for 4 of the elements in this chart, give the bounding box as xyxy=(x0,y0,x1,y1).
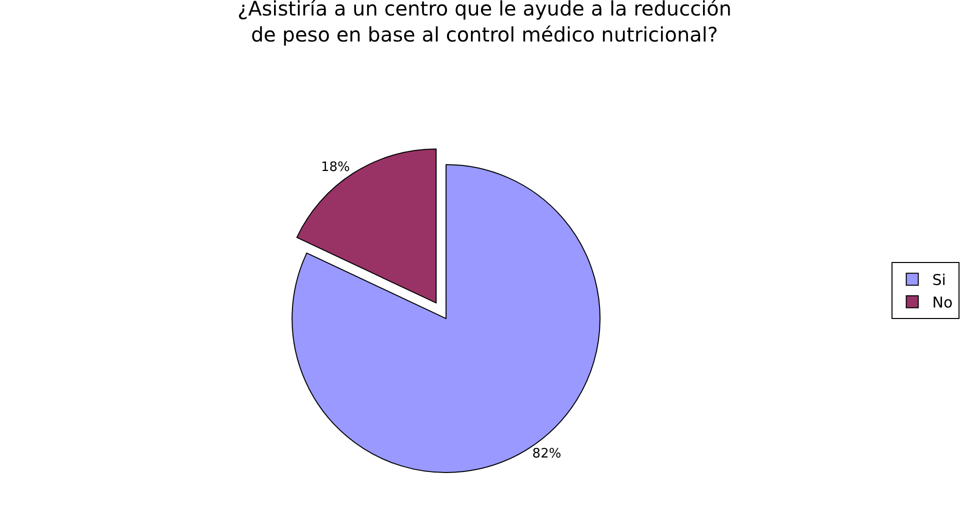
data-label: 82% xyxy=(532,446,562,462)
legend-label: No xyxy=(932,294,953,312)
data-label: 18% xyxy=(321,160,350,176)
legend-label: Si xyxy=(932,271,946,290)
